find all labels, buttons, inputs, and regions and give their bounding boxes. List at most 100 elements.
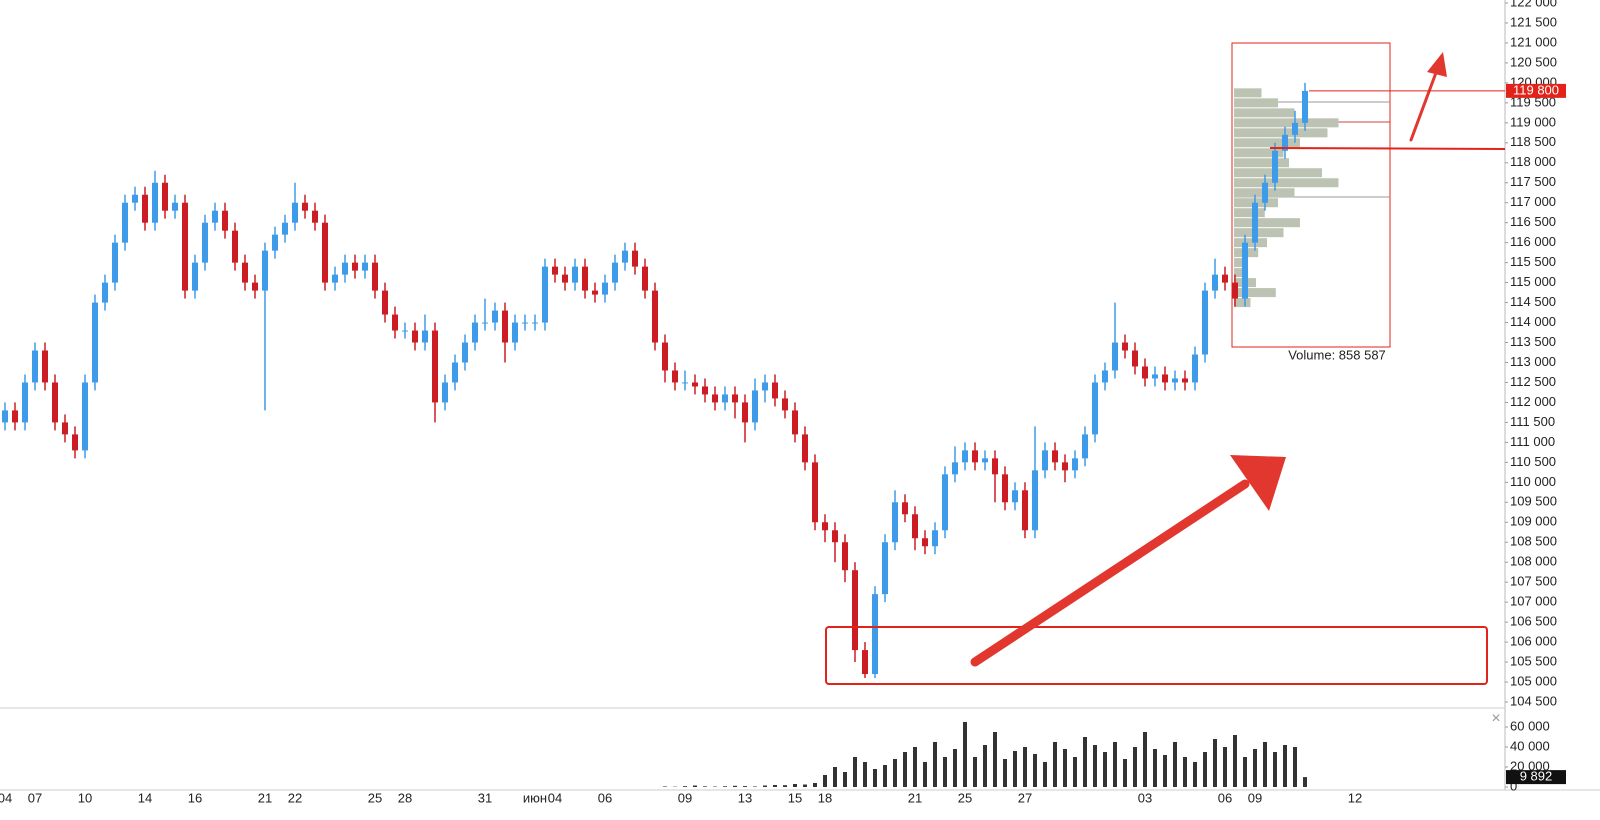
candle-body bbox=[672, 370, 678, 383]
candle-body bbox=[582, 266, 588, 291]
candle-body bbox=[1212, 274, 1218, 291]
trend-arrow-shaft bbox=[970, 479, 1250, 667]
y-tick-label: 110 500 bbox=[1510, 454, 1556, 469]
x-tick-label: 06 bbox=[598, 790, 612, 805]
candle-body bbox=[2, 410, 8, 423]
profile-volume: Volume: 858 587 bbox=[1288, 347, 1386, 362]
y-tick-label: 111 000 bbox=[1510, 434, 1555, 449]
candle-body bbox=[962, 450, 968, 463]
volume-bar bbox=[753, 786, 757, 787]
candle-body bbox=[452, 362, 458, 383]
profile-bar bbox=[1234, 108, 1295, 118]
candle-body bbox=[1072, 458, 1078, 471]
candle-body bbox=[612, 262, 618, 283]
candle-body bbox=[992, 458, 998, 475]
candle-body bbox=[272, 234, 278, 251]
y-tick-label: 119 000 bbox=[1510, 114, 1556, 129]
x-tick-label: 16 bbox=[188, 790, 202, 805]
volume-bar bbox=[833, 767, 837, 787]
target-arrow-head bbox=[1427, 52, 1447, 77]
candle-body bbox=[1082, 434, 1088, 459]
candle-body bbox=[622, 250, 628, 263]
candle-body bbox=[152, 182, 158, 223]
candle-body bbox=[472, 322, 478, 343]
volume-bar bbox=[903, 752, 907, 787]
y-tick-label: 108 000 bbox=[1510, 554, 1557, 569]
close-pane-button[interactable]: × bbox=[1491, 710, 1500, 727]
candle-body bbox=[1122, 342, 1128, 351]
candle-body bbox=[872, 594, 878, 675]
candle-body bbox=[952, 462, 958, 475]
y-tick-label: 117 000 bbox=[1510, 194, 1556, 209]
candle-body bbox=[652, 290, 658, 343]
candle-body bbox=[412, 330, 418, 343]
candle-body bbox=[862, 650, 868, 675]
x-tick-label: 09 bbox=[678, 790, 692, 805]
volume-bar bbox=[1223, 747, 1227, 787]
candle-body bbox=[732, 394, 738, 403]
profile-bar bbox=[1234, 268, 1245, 278]
candle-body bbox=[1062, 462, 1068, 471]
candle-body bbox=[112, 242, 118, 283]
volume-bar bbox=[1233, 735, 1237, 787]
y-tick-label: 107 500 bbox=[1510, 574, 1557, 589]
profile-bar bbox=[1234, 118, 1339, 128]
candle-body bbox=[852, 570, 858, 651]
x-tick-label: 13 bbox=[738, 790, 752, 805]
candle-body bbox=[722, 394, 728, 403]
candle-body bbox=[712, 394, 718, 403]
candle-body bbox=[1012, 490, 1018, 503]
candle-body bbox=[22, 382, 28, 423]
x-tick-label: 10 bbox=[78, 790, 92, 805]
x-tick-label: 09 bbox=[1248, 790, 1262, 805]
candle-body bbox=[462, 342, 468, 363]
candle-body bbox=[562, 274, 568, 283]
volume-bar bbox=[1253, 749, 1257, 787]
candle-body bbox=[92, 302, 98, 383]
candle-body bbox=[1132, 350, 1138, 367]
candle-body bbox=[172, 202, 178, 211]
volume-bar bbox=[983, 745, 987, 787]
candle-body bbox=[892, 502, 898, 543]
volume-bar bbox=[1003, 759, 1007, 787]
candle-body bbox=[1222, 274, 1228, 283]
volume-bar bbox=[1283, 745, 1287, 787]
candle-body bbox=[1032, 470, 1038, 531]
volume-bar bbox=[1273, 752, 1277, 787]
last-price-label: 119 800 bbox=[1513, 82, 1559, 97]
y-tick-label: 118 500 bbox=[1510, 134, 1556, 149]
y-tick-label: 121 500 bbox=[1510, 14, 1557, 29]
candle-body bbox=[1272, 150, 1278, 183]
profile-bar bbox=[1234, 288, 1276, 298]
volume-bar bbox=[773, 785, 777, 787]
last-volume-label: 9 892 bbox=[1520, 769, 1553, 784]
volume-bar bbox=[733, 785, 737, 787]
y-tick-label: 114 000 bbox=[1510, 314, 1556, 329]
profile-box bbox=[1231, 42, 1391, 348]
volume-bar bbox=[943, 757, 947, 787]
candle-body bbox=[302, 202, 308, 211]
candle-body bbox=[122, 202, 128, 243]
candle-body bbox=[202, 222, 208, 263]
volume-bar bbox=[1303, 777, 1307, 787]
volume-bar bbox=[663, 786, 667, 787]
candle-body bbox=[902, 502, 908, 515]
candle-body bbox=[972, 450, 978, 463]
volume-bar bbox=[1193, 762, 1197, 787]
candle-body bbox=[572, 266, 578, 283]
candle-body bbox=[642, 266, 648, 291]
volume-bar bbox=[1213, 739, 1217, 787]
volume-tick-label: 0 bbox=[1510, 778, 1517, 793]
x-tick-label: 04 bbox=[548, 790, 562, 805]
volume-bar bbox=[933, 742, 937, 787]
x-tick-label: 18 bbox=[818, 790, 832, 805]
volume-bar bbox=[793, 784, 797, 787]
candle-body bbox=[1282, 134, 1288, 151]
candle-body bbox=[632, 250, 638, 267]
volume-bar bbox=[953, 749, 957, 787]
y-tick-label: 105 000 bbox=[1510, 673, 1557, 688]
candle-body bbox=[1162, 374, 1168, 383]
x-tick-label: 07 bbox=[28, 790, 42, 805]
volume-bar bbox=[893, 759, 897, 787]
